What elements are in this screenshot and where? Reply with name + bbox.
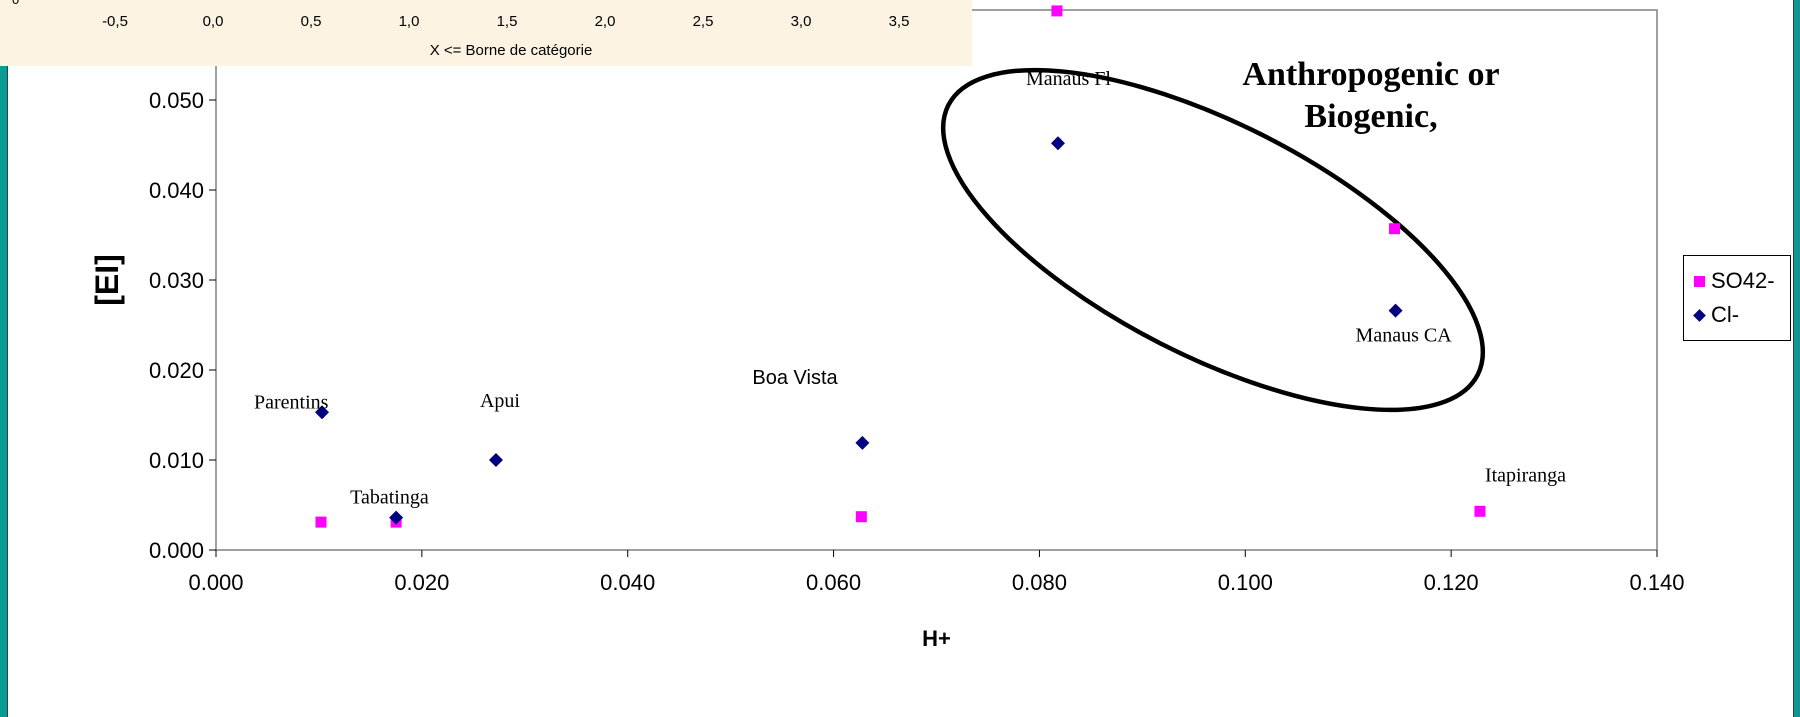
inset-tick-label: 3,5 xyxy=(889,13,910,30)
inset-axis-label: X <= Borne de catégorie xyxy=(430,42,593,59)
cl-point xyxy=(855,435,870,450)
cluster-outline xyxy=(940,67,1486,413)
legend-item-so4: SO42- xyxy=(1694,266,1775,296)
inset-corner-tick: 0 xyxy=(12,0,19,7)
cl-point xyxy=(1050,136,1065,151)
square-marker-icon xyxy=(1694,275,1705,287)
station-label: Manaus CA xyxy=(1356,325,1453,347)
station-label: Parentins xyxy=(254,391,329,413)
callout-line-2: Biogenic, xyxy=(1304,98,1437,135)
inset-tick-label: 0,5 xyxy=(301,13,322,30)
cl-point xyxy=(315,405,330,420)
x-tick-label: 0.120 xyxy=(1424,570,1479,595)
inset-tick-label: -0,5 xyxy=(102,13,128,30)
right-border-strip xyxy=(1793,0,1800,717)
x-tick-label: 0.100 xyxy=(1218,570,1273,595)
cl-point xyxy=(389,510,404,525)
legend-label: Cl- xyxy=(1711,302,1740,327)
y-tick-label: 0.030 xyxy=(149,268,204,293)
x-tick-label: 0.040 xyxy=(600,570,655,595)
x-tick-label: 0.080 xyxy=(1012,570,1067,595)
so4-point xyxy=(1389,223,1401,235)
inset-axis: 0 -0,5 0,0 0,5 1,0 1,5 2,0 2,5 3,0 3,5 X <= Borne … xyxy=(12,0,910,59)
y-tick-label: 0.000 xyxy=(149,538,204,563)
diamond-marker-icon xyxy=(1693,308,1706,322)
so4-point xyxy=(1474,505,1486,517)
station-label: Boa Vista xyxy=(752,367,838,389)
station-label: Tabatinga xyxy=(350,487,429,509)
so4-point xyxy=(315,516,327,528)
cl-point xyxy=(488,453,503,467)
inset-axis-panel: 0 -0,5 0,0 0,5 1,0 1,5 2,0 2,5 3,0 3,5 X <= Borne … xyxy=(0,0,972,66)
so4-point xyxy=(1051,5,1063,17)
inset-tick-label: 1,5 xyxy=(497,13,518,30)
x-tick-label: 0.000 xyxy=(188,570,243,595)
inset-tick-label: 0,0 xyxy=(203,13,224,30)
y-tick-label: 0.050 xyxy=(149,88,204,113)
y-axis-title: [EI] xyxy=(89,254,125,306)
left-border-strip xyxy=(0,0,8,717)
station-label: Itapiranga xyxy=(1485,464,1566,486)
inset-tick-label: 3,0 xyxy=(791,13,812,30)
legend: SO42- Cl- xyxy=(1683,255,1791,341)
legend-item-cl: Cl- xyxy=(1693,300,1740,330)
station-label: Manaus Fl xyxy=(1026,68,1111,90)
x-axis-title: H+ xyxy=(922,626,951,651)
inset-tick-label: 1,0 xyxy=(399,13,420,30)
y-tick-label: 0.020 xyxy=(149,358,204,383)
legend-label: SO42- xyxy=(1711,268,1775,293)
x-tick-label: 0.020 xyxy=(394,570,449,595)
station-label: Apui xyxy=(480,390,520,412)
x-tick-label: 0.140 xyxy=(1629,570,1684,595)
x-tick-label: 0.060 xyxy=(806,570,861,595)
inset-tick-label: 2,5 xyxy=(693,13,714,30)
inset-tick-label: 2,0 xyxy=(595,13,616,30)
y-tick-label: 0.040 xyxy=(149,178,204,203)
y-tick-label: 0.010 xyxy=(149,448,204,473)
cl-point xyxy=(1388,303,1403,318)
so4-point xyxy=(855,511,867,523)
callout-line-1: Anthropogenic or xyxy=(1242,56,1499,93)
